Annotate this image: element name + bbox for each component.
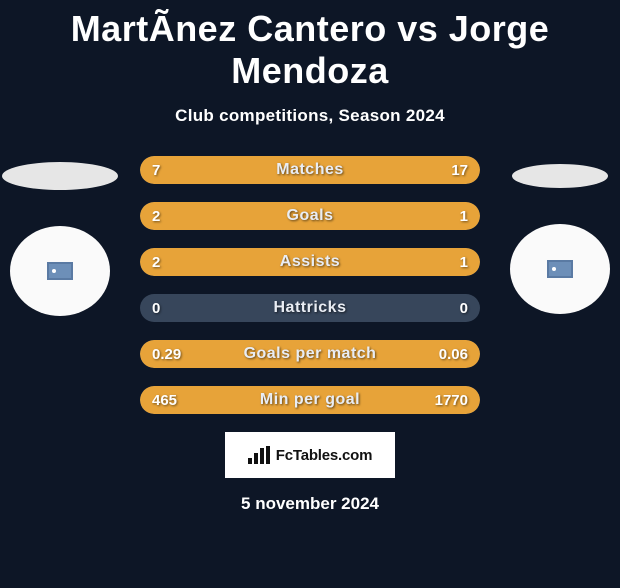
content-area: Matches717Goals21Assists21Hattricks00Goa… (0, 156, 620, 514)
season-subtitle: Club competitions, Season 2024 (0, 106, 620, 126)
stat-row: Assists2 1 (140, 248, 480, 276)
stat-value-left: 7 (140, 156, 172, 184)
source-label: FcTables.com (276, 447, 373, 464)
stat-value-left: 2 (140, 202, 172, 230)
stat-value-left: 2 (140, 248, 172, 276)
stat-row: Goals2 1 (140, 202, 480, 230)
stat-value-right: 0 (448, 294, 480, 322)
stat-row: Goals per match0.290.06 (140, 340, 480, 368)
stat-value-left: 0 (140, 294, 172, 322)
left-team-logo-placeholder (2, 162, 118, 190)
stat-value-left: 465 (140, 386, 189, 414)
stat-value-right: 1770 (423, 386, 480, 414)
stat-value-right: 1 (448, 202, 480, 230)
stat-value-right: 0.06 (427, 340, 480, 368)
stat-label: Matches (140, 156, 480, 184)
stat-label: Assists (140, 248, 480, 276)
stat-value-left: 0.29 (140, 340, 193, 368)
right-player-photo-placeholder (510, 224, 610, 314)
stat-row: Matches7 17 (140, 156, 480, 184)
snapshot-date: 5 november 2024 (0, 494, 620, 514)
stat-value-right: 1 (448, 248, 480, 276)
stat-value-right: 17 (439, 156, 480, 184)
bars-icon (248, 446, 270, 464)
left-player-column (0, 156, 120, 316)
page-title: MartÃ­nez Cantero vs Jorge Mendoza (0, 8, 620, 92)
right-player-column (500, 156, 620, 314)
left-player-photo-placeholder (10, 226, 110, 316)
stat-row: Min per goal4651770 (140, 386, 480, 414)
stat-label: Goals (140, 202, 480, 230)
right-team-logo-placeholder (512, 164, 608, 188)
stats-bars-container: Matches717Goals21Assists21Hattricks00Goa… (140, 156, 480, 414)
source-badge: FcTables.com (225, 432, 395, 478)
stat-row: Hattricks0 0 (140, 294, 480, 322)
photo-icon (547, 260, 573, 278)
photo-icon (47, 262, 73, 280)
stat-label: Hattricks (140, 294, 480, 322)
